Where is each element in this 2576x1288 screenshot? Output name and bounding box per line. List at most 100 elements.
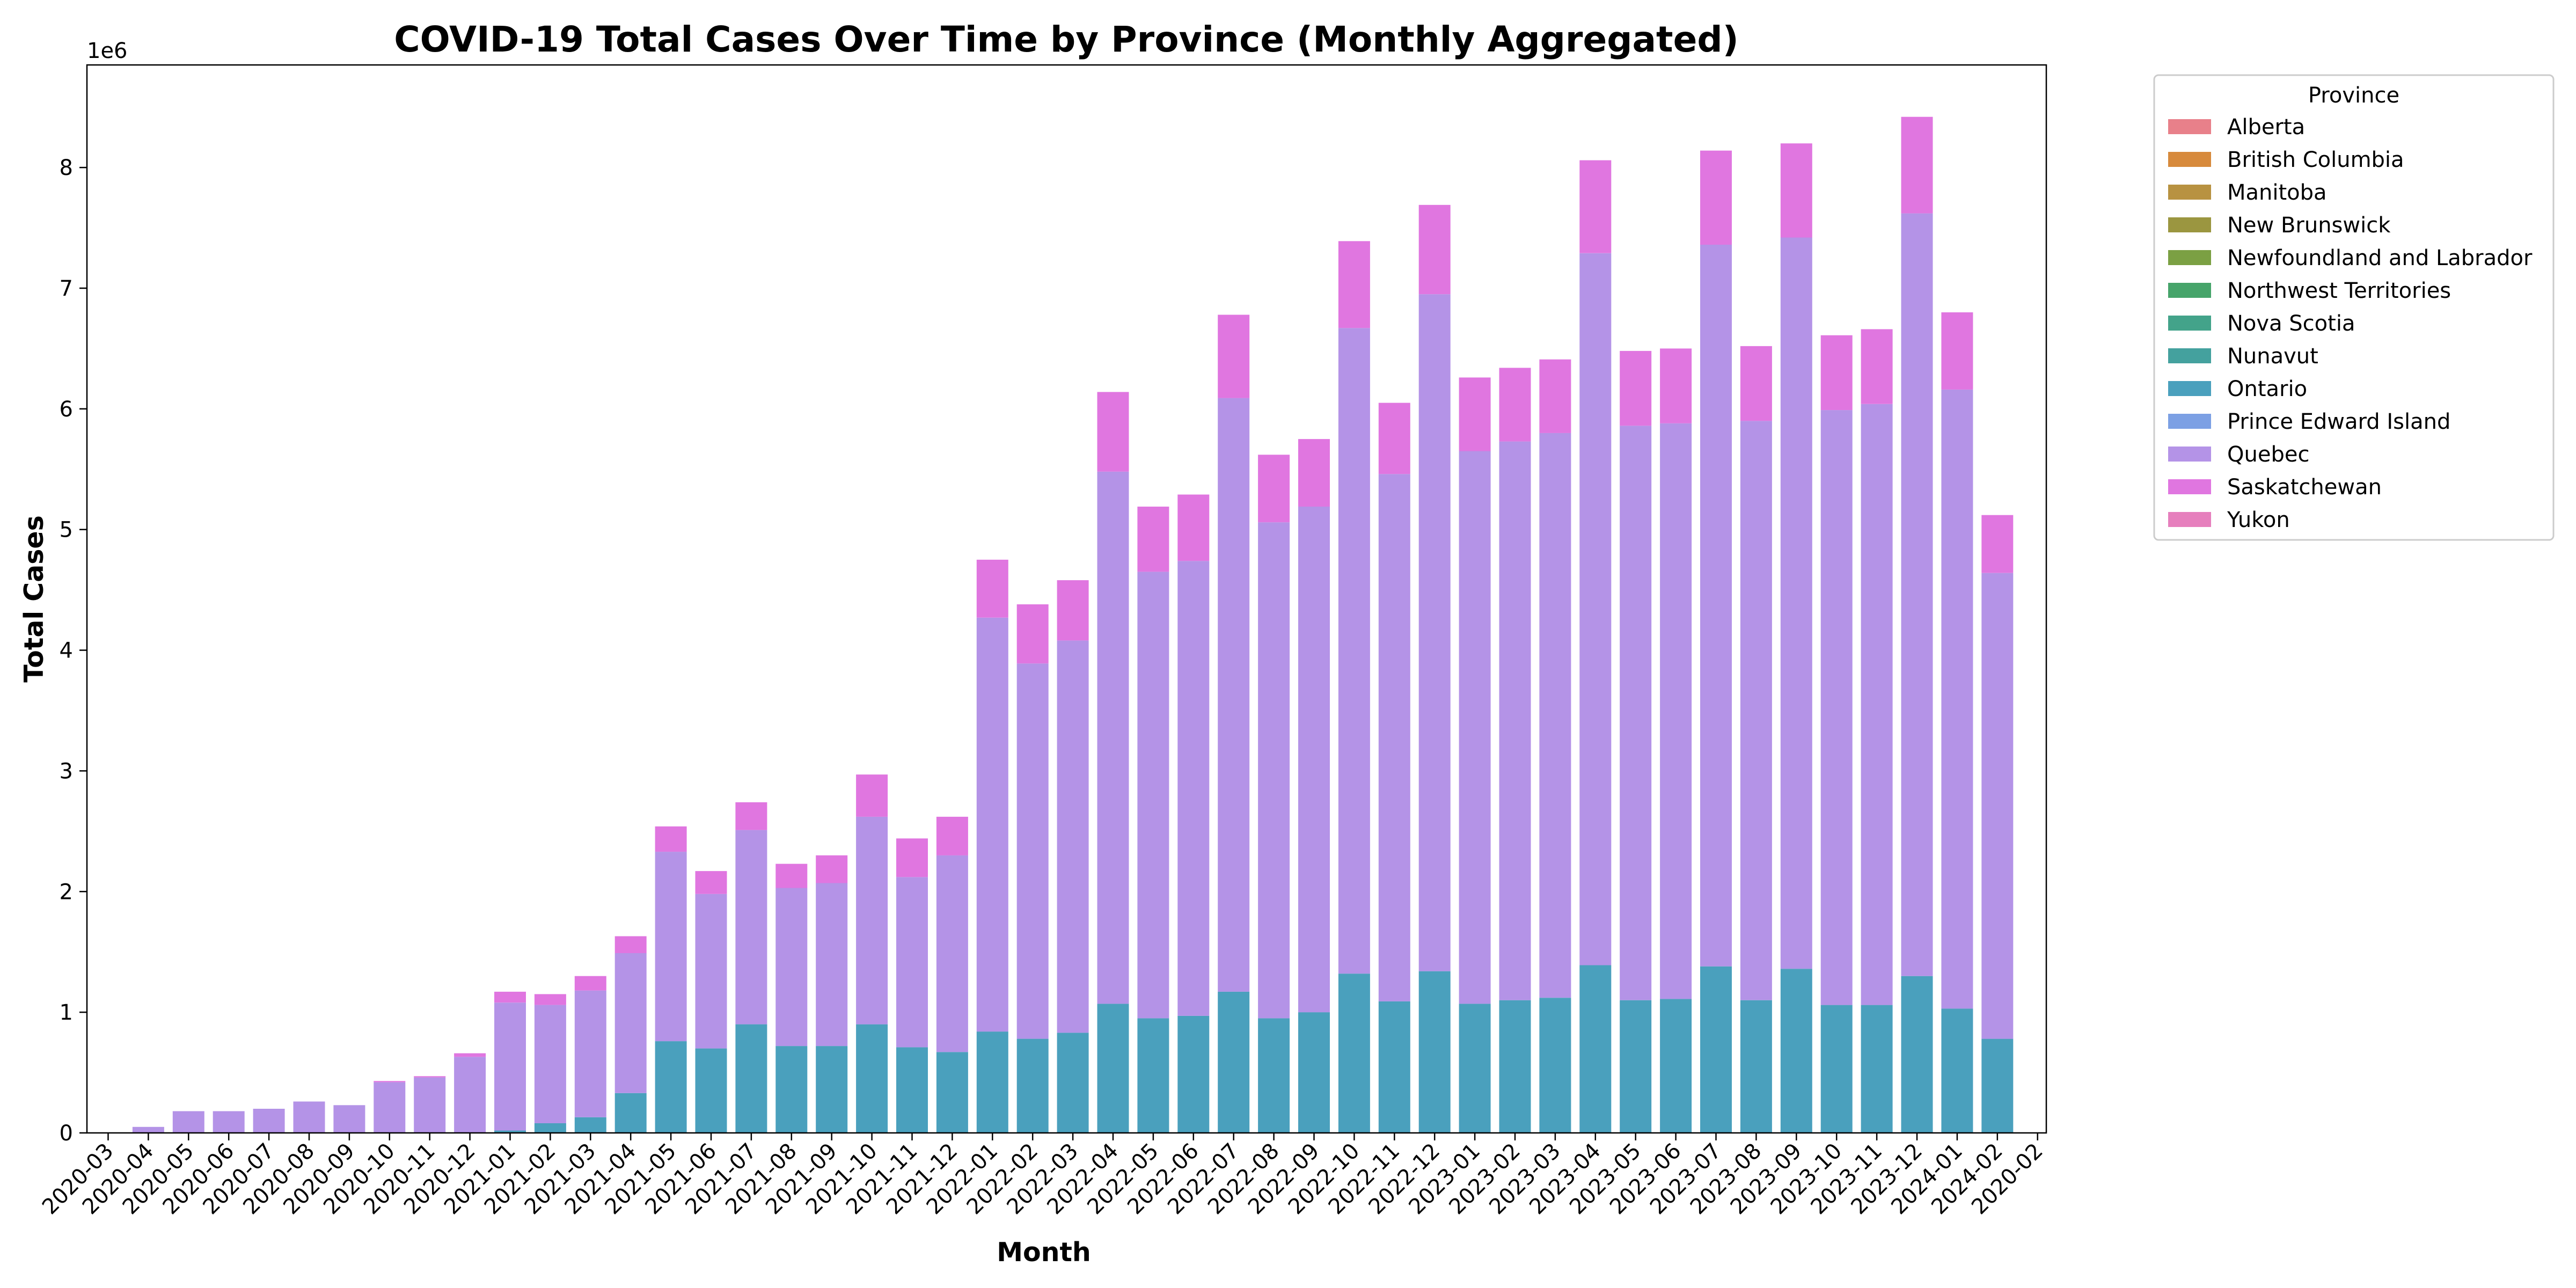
bar-segment: [695, 871, 727, 894]
bar-segment: [1338, 974, 1370, 1133]
bar-segment: [1418, 971, 1451, 1133]
bar-segment: [1620, 426, 1652, 1000]
bar-segment: [1378, 402, 1410, 474]
chart-title: COVID-19 Total Cases Over Time by Provin…: [394, 19, 1739, 60]
bar-segment: [1378, 474, 1410, 1001]
bar-segment: [1941, 1008, 1973, 1133]
bar-segment: [655, 826, 687, 852]
bar-segment: [1780, 969, 1812, 1133]
bar-segment: [1820, 410, 1853, 1005]
bar-segment: [1780, 237, 1812, 969]
bar-segment: [574, 1117, 606, 1133]
bars-group: [132, 116, 2014, 1133]
bar-segment: [1660, 348, 1692, 423]
bar-segment: [1097, 392, 1129, 472]
bar-segment: [735, 802, 767, 830]
bar-segment: [534, 1005, 566, 1123]
bar-segment: [1780, 143, 1812, 238]
bar-segment: [1097, 1004, 1129, 1133]
y-tick-label: 6: [60, 397, 73, 422]
bar-segment: [494, 1002, 526, 1131]
bar-segment: [253, 1109, 285, 1133]
bar-segment: [1620, 350, 1652, 426]
bar-segment: [494, 1130, 526, 1133]
bar-segment: [1258, 455, 1290, 523]
bar-segment: [414, 1076, 446, 1078]
bar-segment: [1057, 580, 1089, 641]
legend-label: Yukon: [2227, 508, 2290, 532]
bar-segment: [775, 888, 808, 1046]
bar-segment: [1137, 1018, 1169, 1133]
legend-swatch: [2168, 479, 2211, 494]
bar-segment: [1981, 573, 2014, 1039]
bar-segment: [775, 1046, 808, 1133]
bar-segment: [1218, 314, 1250, 398]
bar-segment: [735, 1024, 767, 1133]
legend-label: Nunavut: [2227, 344, 2318, 369]
legend-label: Nova Scotia: [2227, 311, 2355, 336]
bar-segment: [1418, 204, 1451, 295]
legend: Province Alberta British Columbia Manitoba…: [2153, 74, 2555, 541]
bar-segment: [1901, 213, 1933, 976]
bar-segment: [1298, 507, 1330, 1013]
legend-swatch: [2168, 283, 2211, 298]
bar-segment: [333, 1105, 365, 1133]
y-tick-label: 4: [60, 639, 73, 663]
bar-segment: [534, 994, 566, 1005]
bar-segment: [1177, 494, 1210, 561]
bar-segment: [1499, 368, 1531, 442]
y-tick-label: 3: [60, 759, 73, 784]
y-ticks-group: 0 1 2 3 4 5 6 7 8: [60, 156, 87, 1146]
bar-segment: [1901, 976, 1933, 1133]
legend-title: Province: [2308, 83, 2399, 108]
bar-segment: [1820, 1005, 1853, 1133]
y-axis-label: Total Cases: [19, 515, 49, 683]
legend-label: Manitoba: [2227, 180, 2327, 205]
bar-segment: [1057, 1033, 1089, 1133]
bar-segment: [856, 1024, 888, 1133]
legend-label: Newfoundland and Labrador: [2227, 246, 2533, 270]
y-axis-offset-label: 1e6: [87, 39, 128, 63]
bar-segment: [896, 838, 928, 877]
bar-segment: [1981, 515, 2014, 573]
bar-segment: [1579, 965, 1612, 1133]
bar-segment: [1418, 294, 1451, 971]
bar-segment: [1298, 1012, 1330, 1133]
bar-segment: [896, 1047, 928, 1133]
bar-segment: [1660, 423, 1692, 999]
bar-segment: [1740, 346, 1772, 421]
legend-swatch: [2168, 185, 2211, 200]
bar-segment: [1218, 991, 1250, 1133]
bar-segment: [1177, 561, 1210, 1016]
bar-segment: [1298, 439, 1330, 507]
y-tick-label: 8: [60, 156, 73, 180]
legend-label: Saskatchewan: [2227, 475, 2382, 500]
bar-segment: [896, 877, 928, 1048]
bar-segment: [1861, 1005, 1893, 1133]
bar-segment: [1016, 663, 1049, 1039]
legend-frame: [2153, 74, 2555, 541]
y-tick-label: 2: [60, 880, 73, 904]
bar-segment: [414, 1077, 446, 1133]
bar-segment: [1459, 377, 1491, 451]
bar-segment: [1700, 150, 1732, 245]
bar-segment: [1901, 116, 1933, 214]
bar-segment: [856, 774, 888, 817]
bar-segment: [1097, 471, 1129, 1004]
bar-segment: [213, 1111, 245, 1133]
bar-segment: [936, 816, 968, 855]
bar-segment: [1740, 1000, 1772, 1133]
legend-label: Northwest Territories: [2227, 279, 2451, 303]
legend-swatch: [2168, 414, 2211, 429]
bar-segment: [655, 852, 687, 1042]
bar-segment: [1740, 421, 1772, 1000]
bar-segment: [1258, 522, 1290, 1019]
bar-segment: [1861, 329, 1893, 404]
bar-segment: [695, 1048, 727, 1133]
legend-swatch: [2168, 381, 2211, 396]
legend-label: Quebec: [2227, 442, 2309, 467]
bar-segment: [614, 936, 647, 953]
bar-segment: [1459, 451, 1491, 1004]
bar-segment: [976, 617, 1008, 1032]
